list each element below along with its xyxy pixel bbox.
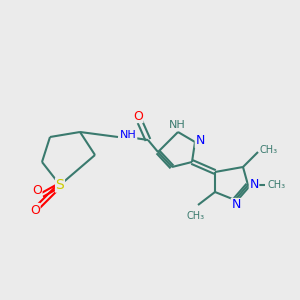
Text: NH: NH — [169, 120, 185, 130]
Text: O: O — [133, 110, 143, 122]
Text: NH: NH — [120, 130, 137, 140]
Text: CH₃: CH₃ — [267, 180, 285, 190]
Text: N: N — [195, 134, 205, 148]
Text: N: N — [231, 199, 241, 212]
Text: O: O — [32, 184, 42, 197]
Text: N: N — [249, 178, 259, 190]
Text: CH₃: CH₃ — [260, 145, 278, 155]
Text: O: O — [30, 203, 40, 217]
Text: CH₃: CH₃ — [187, 211, 205, 221]
Text: S: S — [56, 178, 64, 192]
